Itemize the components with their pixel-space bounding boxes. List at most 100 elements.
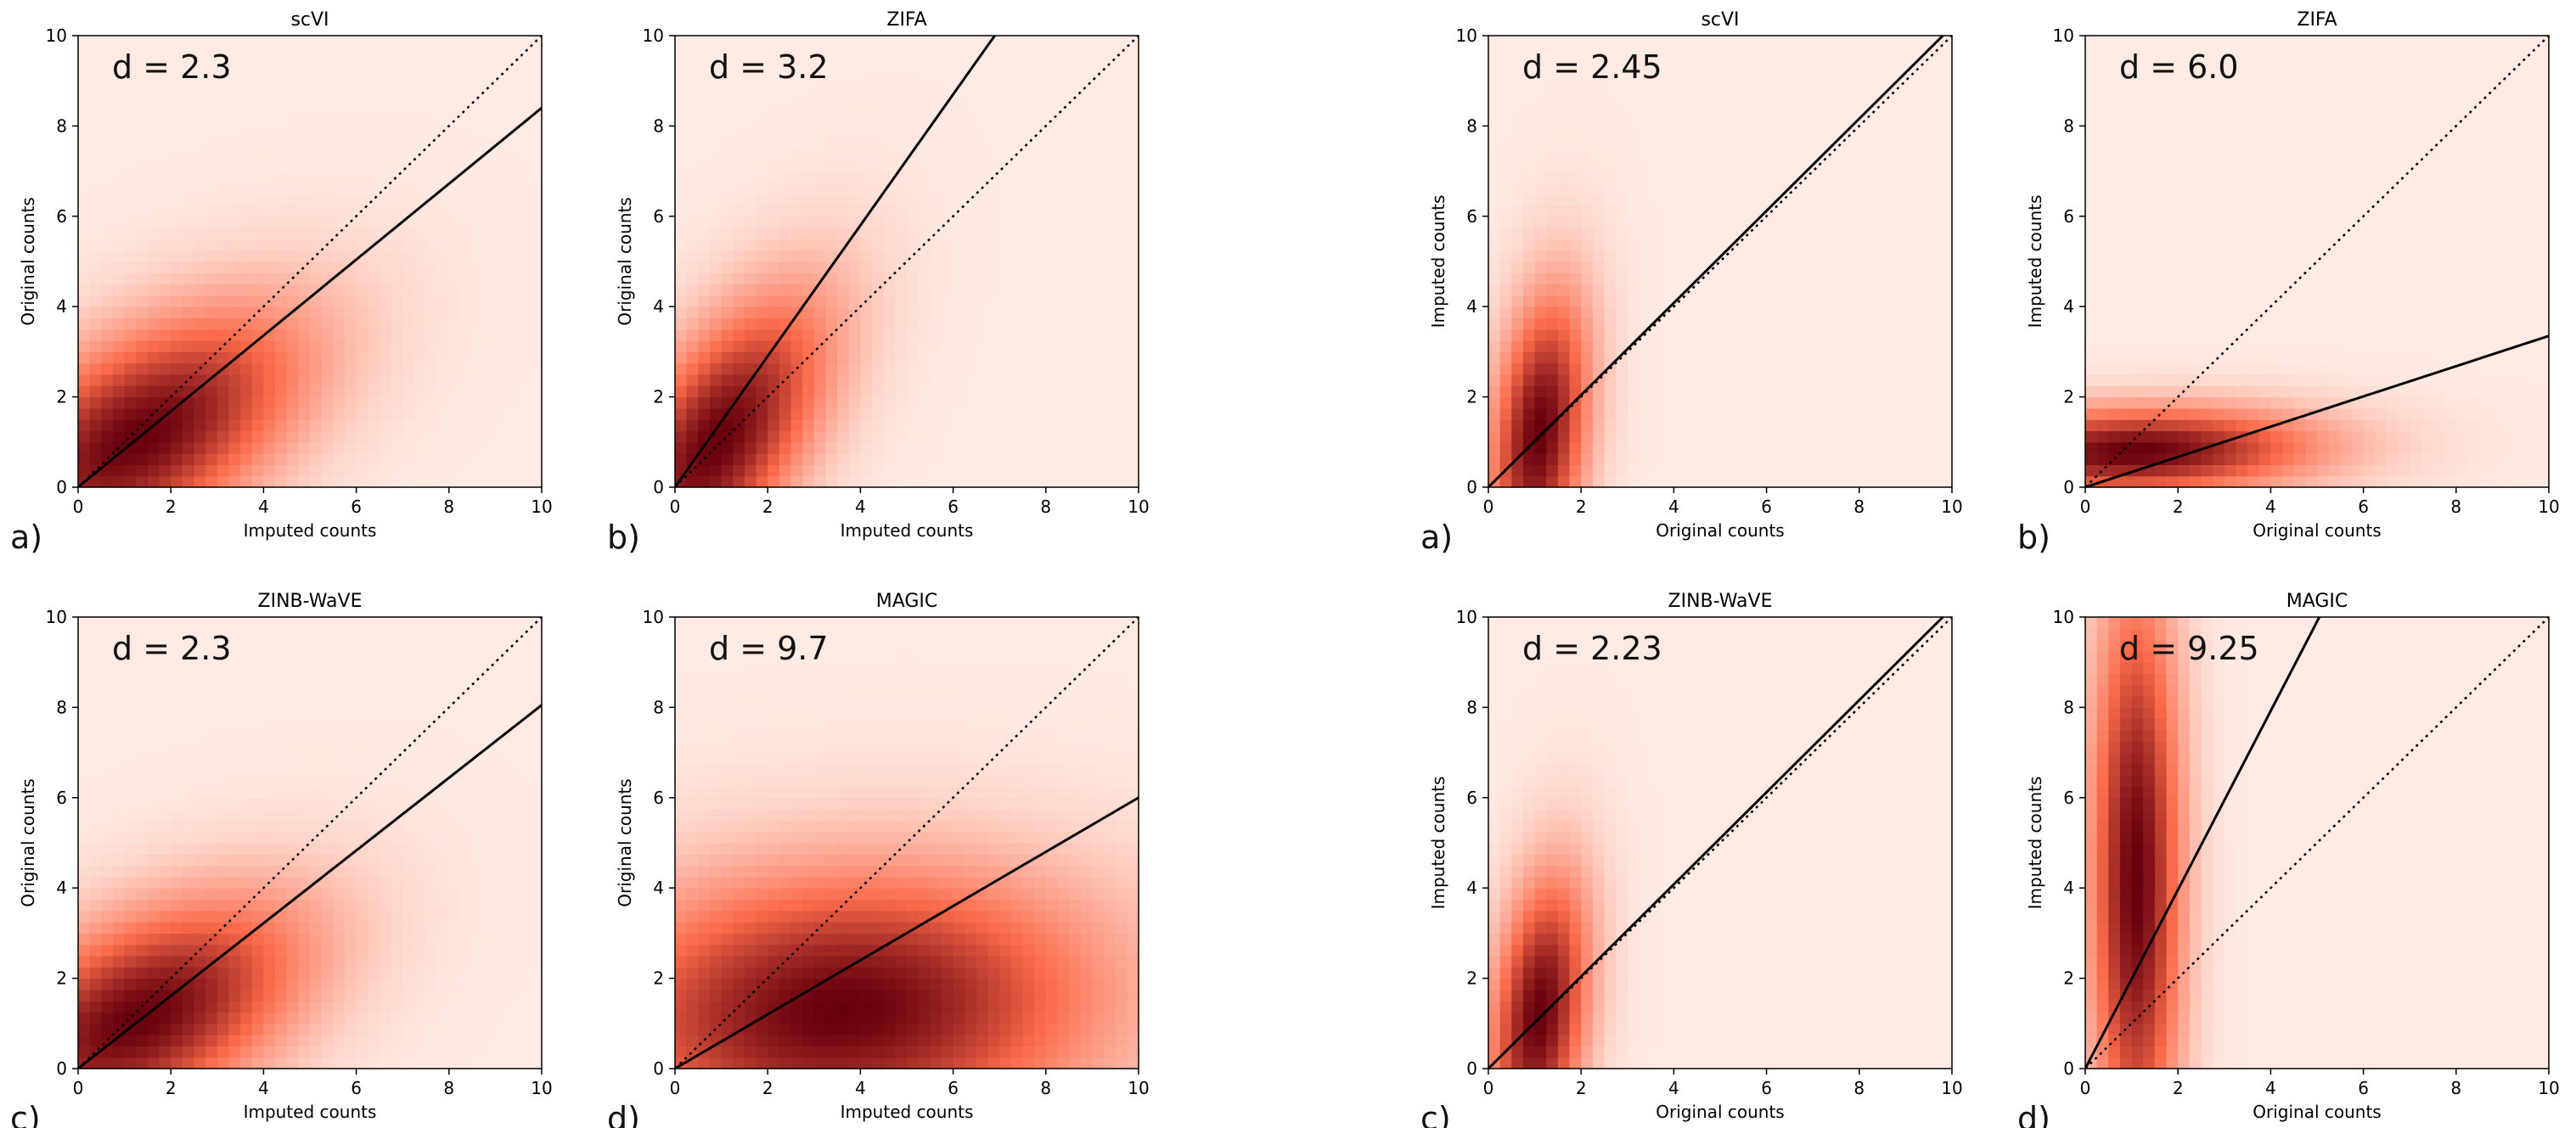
heatmap-cell [965, 160, 977, 172]
heatmap-cell [89, 171, 102, 183]
heatmap-cell [171, 362, 183, 375]
heatmap-cell [391, 475, 403, 488]
heatmap-cell [1592, 385, 1606, 398]
heatmap-cell [675, 283, 688, 296]
heatmap-cell [1789, 362, 1803, 375]
heatmap-cell [686, 374, 699, 386]
heatmap-cell [263, 216, 276, 228]
heatmap-cell [698, 160, 711, 172]
heatmap-cell [744, 160, 757, 172]
heatmap-cell [918, 205, 931, 217]
heatmap-cell [310, 464, 323, 477]
heatmap-cell [779, 295, 792, 307]
heatmap-cell [402, 453, 415, 465]
heatmap-cell [1127, 419, 1139, 432]
heatmap-cell [402, 475, 415, 488]
heatmap-cell [1917, 250, 1930, 262]
heatmap-cell [895, 351, 908, 364]
heatmap-cell [1488, 351, 1501, 364]
heatmap-cell [1824, 92, 1837, 104]
heatmap-cell [1870, 126, 1883, 138]
heatmap-cell [1557, 239, 1571, 251]
heatmap-cell [1127, 81, 1139, 93]
heatmap-cell [1092, 441, 1105, 454]
heatmap-cell [1848, 250, 1860, 262]
heatmap-cell [709, 126, 723, 138]
heatmap-cell [686, 295, 699, 307]
heatmap-cell [194, 464, 206, 477]
heatmap-cell [1511, 407, 1524, 420]
heatmap-cell [1893, 362, 1906, 375]
heatmap-cell [78, 396, 91, 409]
heatmap-cell [1627, 295, 1640, 307]
heatmap-cell [1651, 149, 1663, 160]
heatmap-cell [112, 351, 126, 364]
heatmap-cell [194, 351, 206, 364]
heatmap-cell [101, 272, 114, 285]
heatmap-cell [1917, 261, 1930, 273]
heatmap-cell [368, 441, 380, 454]
heatmap-cell [721, 126, 734, 138]
heatmap-cell [1651, 351, 1663, 364]
heatmap-cell [756, 374, 768, 386]
heatmap-cell [495, 419, 508, 432]
heatmap-cell [1754, 137, 1768, 149]
heatmap-cell [976, 126, 989, 138]
heatmap-cell [205, 283, 218, 296]
heatmap-cell [368, 250, 380, 262]
heatmap-cell [1720, 58, 1733, 70]
heatmap-cell [310, 419, 323, 432]
heatmap-cell [1685, 475, 1698, 488]
heatmap-cell [1893, 92, 1906, 104]
heatmap-cell [709, 453, 723, 465]
heatmap-cell [101, 160, 114, 172]
heatmap-cell [1789, 475, 1803, 488]
heatmap-cell [310, 194, 323, 206]
heatmap-cell [228, 205, 241, 217]
heatmap-cell [1080, 47, 1093, 59]
heatmap-cell [1905, 182, 1918, 194]
heatmap-cell [286, 250, 299, 262]
heatmap-cell [1115, 407, 1128, 420]
heatmap-cell [2119, 475, 2133, 488]
heatmap-cell [1801, 374, 1814, 386]
heatmap-cell [402, 205, 415, 217]
heatmap-cell [1743, 160, 1756, 172]
heatmap-cell [1488, 182, 1501, 194]
heatmap-cell [147, 216, 160, 228]
heatmap-cell [1754, 69, 1768, 81]
heatmap-cell [1592, 464, 1606, 477]
heatmap-cell [1069, 137, 1082, 149]
heatmap-cell [1882, 115, 1895, 126]
heatmap-cell [448, 137, 462, 149]
heatmap-cell [872, 374, 885, 386]
heatmap-cell [895, 396, 908, 409]
heatmap-cell [987, 430, 1000, 443]
heatmap-cell [802, 171, 815, 183]
heatmap-cell [779, 272, 792, 285]
heatmap-cell [1824, 385, 1837, 398]
heatmap-cell [883, 58, 896, 70]
heatmap-cell [1928, 464, 1941, 477]
heatmap-cell [518, 306, 531, 319]
heatmap-cell [872, 441, 885, 454]
heatmap-cell [1080, 58, 1093, 70]
heatmap-cell [321, 362, 334, 375]
heatmap-cell [1789, 295, 1803, 307]
heatmap-cell [918, 216, 931, 228]
heatmap-cell [999, 317, 1012, 330]
heatmap-cell [883, 351, 896, 364]
heatmap-cell [413, 419, 427, 432]
heatmap-cell [1893, 295, 1906, 307]
heatmap-cell [124, 475, 137, 488]
heatmap-cell [1778, 317, 1791, 330]
heatmap-cell [1882, 317, 1895, 330]
heatmap-cell [1511, 160, 1524, 172]
heatmap-cell [1057, 351, 1070, 364]
heatmap-cell [953, 272, 965, 285]
heatmap-cell [1022, 126, 1035, 138]
heatmap-cell [837, 205, 850, 217]
heatmap-cell [1870, 171, 1883, 183]
heatmap-cell [425, 430, 438, 443]
heatmap-cell [837, 216, 850, 228]
